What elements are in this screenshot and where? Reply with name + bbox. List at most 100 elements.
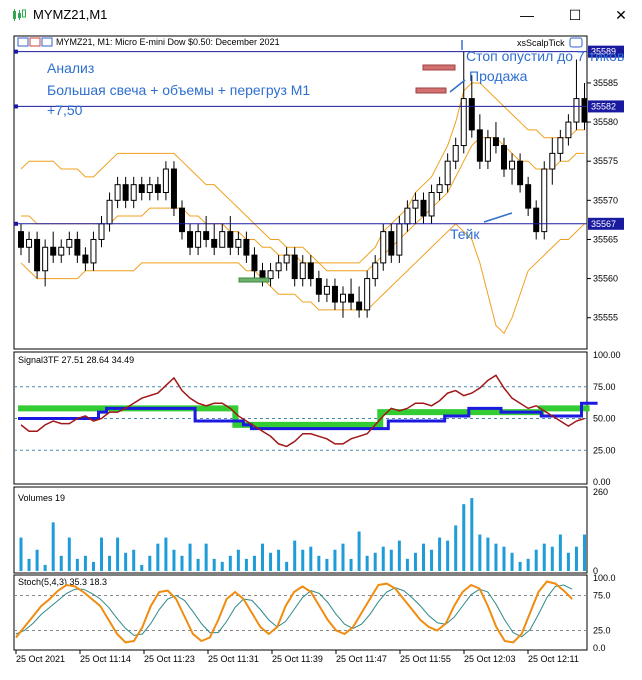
candle-bull [396, 223, 403, 256]
indicator-settings-icon[interactable] [569, 37, 583, 48]
volume-bar [462, 504, 466, 571]
candle-bull [404, 207, 411, 225]
candle-bull [380, 231, 387, 264]
volume-bars: 260 0 [19, 487, 608, 576]
volume-bar [19, 537, 23, 571]
level-tag-label: 35567 [591, 219, 616, 229]
volume-bar [124, 552, 128, 571]
time-tick-label: 25 Oct 11:39 [272, 654, 323, 664]
horizontal-levels[interactable]: 35589 35582 35567 [14, 45, 624, 230]
candle-bull [565, 121, 572, 139]
chart-window[interactable]: 35585 35580 35575 35570 35565 35560 35555 3558… [0, 30, 642, 675]
candle-bull [372, 262, 379, 280]
volume-bar [244, 558, 248, 571]
price-tick-label: 35570 [593, 195, 618, 205]
signal-tick-label: 100.00 [593, 350, 621, 360]
candle-bear [331, 285, 338, 303]
candle-bear [468, 98, 475, 131]
chart-canvas[interactable]: 35585 35580 35575 35570 35565 35560 35555 3558… [0, 30, 642, 675]
volume-bar [478, 534, 482, 571]
volume-tick-label: 260 [593, 487, 608, 497]
volume-bar [574, 546, 578, 571]
candle-bear [259, 270, 266, 280]
level-tag [588, 100, 624, 113]
candle-bear [18, 231, 24, 248]
candle-bull [340, 293, 346, 303]
volume-bar [454, 525, 458, 571]
candle-bear [122, 184, 129, 201]
candle-bear [307, 262, 314, 280]
signal-tick-label: 50.00 [593, 414, 616, 424]
support-marker [238, 277, 270, 283]
close-button[interactable]: ✕ [598, 0, 642, 30]
annotation-take: Тейк [450, 226, 480, 242]
candle-bear [315, 278, 322, 295]
volume-bar [550, 546, 554, 571]
maximize-button[interactable]: ☐ [552, 0, 598, 30]
chart-header-icon[interactable] [17, 37, 53, 47]
candle-bear [492, 137, 499, 147]
level-handle [14, 221, 18, 226]
volume-tick-label: 0 [593, 566, 598, 576]
stoch-main-line [15, 580, 573, 644]
volume-bar [494, 543, 498, 571]
volume-bar [204, 543, 208, 571]
volumes-title: Volumes 19 [18, 493, 65, 503]
candle-bull [444, 160, 451, 186]
time-tick-label: 25 Oct 11:31 [208, 654, 259, 664]
candle-bull [235, 238, 242, 248]
chart-candles-icon [13, 9, 26, 21]
volume-bar [357, 531, 361, 571]
volume-bar [277, 549, 281, 571]
candle-bear [170, 168, 177, 209]
candle-bear [476, 129, 483, 162]
candle-bear [187, 231, 194, 248]
volume-bar [381, 546, 385, 571]
candle-bull [299, 262, 306, 280]
price-axis: 35585 35580 35575 35570 35565 35560 35555 [587, 78, 618, 323]
candle-bull [460, 98, 467, 147]
candle-bull [162, 168, 169, 193]
candle-bull [130, 184, 137, 201]
time-tick-label: 25 Oct 11:55 [400, 654, 451, 664]
volume-bar [317, 555, 321, 571]
volumes-pane[interactable] [13, 486, 588, 574]
volume-bar [75, 558, 79, 571]
candle-bull [557, 137, 564, 154]
sell-arrow-icon [449, 79, 466, 93]
candle-bear [517, 160, 524, 186]
volume-bar [196, 558, 200, 571]
stoch-tick-label: 0.0 [593, 643, 606, 653]
candle-bull [114, 184, 121, 201]
signal-red-line [20, 374, 585, 448]
upper-band-line [20, 82, 585, 264]
volume-bar [164, 537, 168, 571]
stoch-tick-label: 75.0 [593, 591, 611, 601]
annotation-sell: Продажа [469, 68, 528, 84]
volume-bar [534, 549, 538, 571]
candle-bull [26, 238, 33, 248]
candle-bull [484, 137, 491, 162]
candle-bull [509, 160, 516, 170]
volume-bar [43, 564, 47, 571]
volume-bar [341, 543, 345, 571]
candle-bull [452, 145, 459, 162]
minimize-button[interactable]: — [504, 0, 550, 30]
candle-bear [420, 199, 427, 217]
candle-bear [227, 231, 234, 248]
lower-band-line [20, 223, 585, 335]
take-arrow-icon [483, 212, 513, 223]
candle-bull [98, 223, 105, 240]
signal-pane[interactable] [13, 351, 588, 485]
time-tick-label: 25 Oct 12:11 [528, 654, 579, 664]
candle-bear [388, 231, 395, 256]
volume-bar [27, 558, 31, 571]
candle-bear [243, 238, 250, 256]
candle-bear [251, 254, 258, 272]
level-handle [14, 104, 18, 109]
volume-bar [365, 555, 369, 571]
candle-bull [412, 199, 419, 209]
volume-bar [148, 555, 152, 571]
volume-bar [333, 549, 337, 571]
volume-bar [228, 555, 232, 571]
